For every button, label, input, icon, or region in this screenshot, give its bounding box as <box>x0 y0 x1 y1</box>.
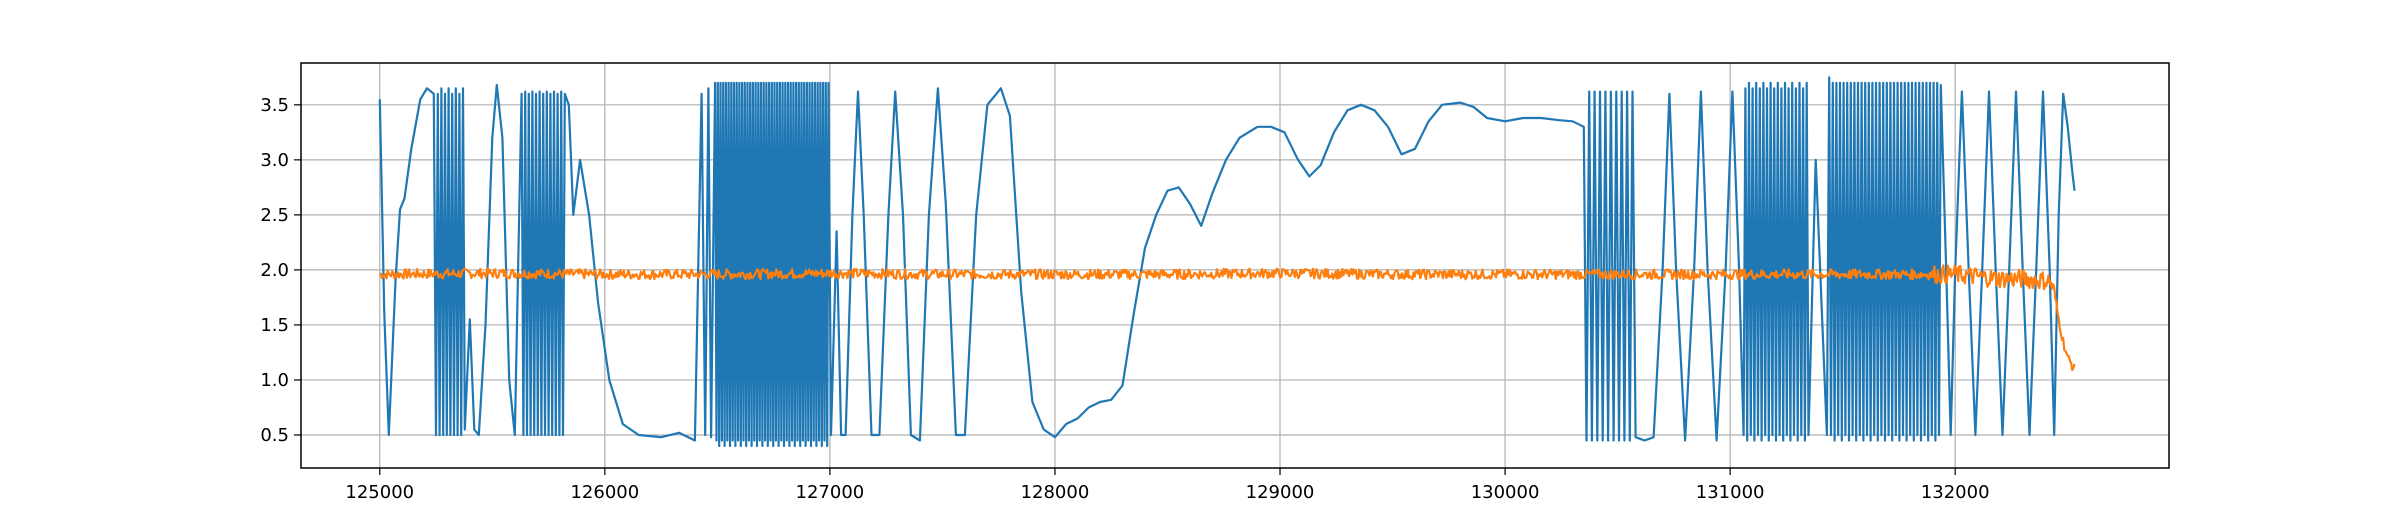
y-tick-label: 1.5 <box>260 315 289 336</box>
y-tick-label: 0.5 <box>260 425 289 446</box>
y-axis: 0.5 1.0 1.5 2.0 2.5 3.0 3.5 <box>260 95 301 446</box>
y-tick-label: 3.5 <box>260 95 289 116</box>
y-tick-label: 1.0 <box>260 370 289 391</box>
series-orange-line <box>379 264 2076 372</box>
x-tick-label: 126000 <box>570 482 639 503</box>
x-tick-label: 130000 <box>1471 482 1540 503</box>
x-tick-label: 127000 <box>796 482 865 503</box>
x-tick-label: 125000 <box>345 482 414 503</box>
x-tick-label: 132000 <box>1921 482 1990 503</box>
x-tick-label: 128000 <box>1021 482 1090 503</box>
y-tick-label: 2.0 <box>260 260 289 281</box>
x-tick-label: 131000 <box>1696 482 1765 503</box>
series-layer <box>378 76 2076 448</box>
y-tick-label: 2.5 <box>260 205 289 226</box>
x-axis: 125000 126000 127000 128000 129000 130000 1310… <box>345 468 1990 503</box>
series-blue-line <box>378 76 2076 448</box>
plot-frame <box>300 62 2170 469</box>
y-tick-label: 3.0 <box>260 150 289 171</box>
x-tick-label: 129000 <box>1246 482 1315 503</box>
